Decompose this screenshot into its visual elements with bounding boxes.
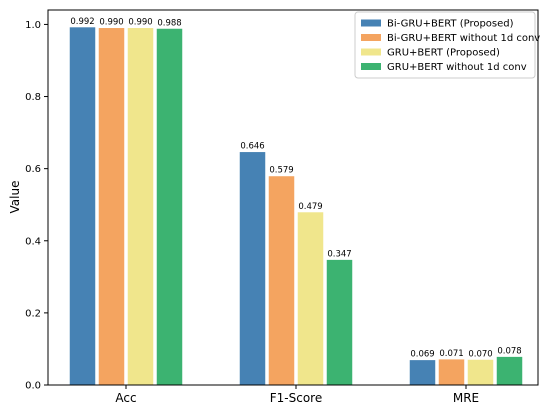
bar bbox=[409, 360, 436, 385]
bar bbox=[127, 28, 154, 386]
bar bbox=[326, 259, 353, 385]
bar bbox=[98, 28, 125, 386]
y-tick-label: 0.2 bbox=[25, 308, 41, 319]
legend-swatch bbox=[361, 48, 381, 56]
legend-entry: GRU+BERT without 1d conv bbox=[387, 62, 527, 73]
bar-value-label: 0.988 bbox=[157, 18, 181, 28]
bar bbox=[496, 356, 523, 385]
bar-value-label: 0.579 bbox=[269, 166, 293, 176]
y-axis-label: Value bbox=[8, 181, 22, 214]
legend-entry: GRU+BERT (Proposed) bbox=[387, 48, 500, 59]
y-tick-label: 0.0 bbox=[25, 381, 41, 392]
legend-swatch bbox=[361, 34, 381, 41]
bar-value-label: 0.071 bbox=[439, 349, 463, 359]
x-axis-ticks: Acc F1-Score MRE bbox=[115, 385, 479, 405]
bar bbox=[268, 176, 295, 385]
legend-swatch bbox=[361, 19, 381, 27]
legend: Bi-GRU+BERT (Proposed) Bi-GRU+BERT withou… bbox=[354, 11, 540, 79]
y-tick-label: 0.8 bbox=[25, 92, 41, 103]
bar bbox=[69, 27, 96, 386]
bars: 0.992 0.990 0.990 0.988 0.646 0.579 0.479 0.347… bbox=[69, 17, 523, 386]
plot-frame bbox=[47, 9, 539, 386]
x-tick-label: MRE bbox=[453, 391, 479, 405]
bar bbox=[467, 359, 494, 385]
legend-swatch bbox=[361, 63, 381, 70]
y-tick-label: 0.6 bbox=[25, 164, 41, 175]
x-tick-label: Acc bbox=[115, 391, 136, 405]
bar-value-label: 0.078 bbox=[497, 346, 521, 356]
bar-value-label: 0.069 bbox=[410, 350, 434, 360]
bar-value-label: 0.646 bbox=[240, 142, 264, 152]
bar-value-label: 0.479 bbox=[298, 202, 322, 212]
x-tick-label: F1-Score bbox=[270, 391, 322, 405]
bar bbox=[297, 212, 324, 385]
bar bbox=[438, 359, 465, 385]
bar-value-label: 0.992 bbox=[70, 17, 94, 27]
legend-box bbox=[354, 11, 536, 79]
y-tick-label: 0.4 bbox=[25, 236, 41, 247]
bar bbox=[156, 28, 183, 385]
bar-value-label: 0.990 bbox=[128, 18, 152, 28]
y-axis-ticks: 0.0 0.2 0.4 0.6 0.8 1.0 bbox=[25, 20, 48, 392]
y-tick-label: 1.0 bbox=[25, 20, 41, 31]
bar-value-label: 0.347 bbox=[327, 249, 351, 259]
bar-value-label: 0.070 bbox=[468, 349, 492, 359]
bar bbox=[239, 152, 266, 385]
legend-entry: Bi-GRU+BERT (Proposed) bbox=[387, 19, 514, 30]
bar-value-label: 0.990 bbox=[99, 18, 123, 28]
legend-entry: Bi-GRU+BERT without 1d conv bbox=[387, 33, 540, 44]
